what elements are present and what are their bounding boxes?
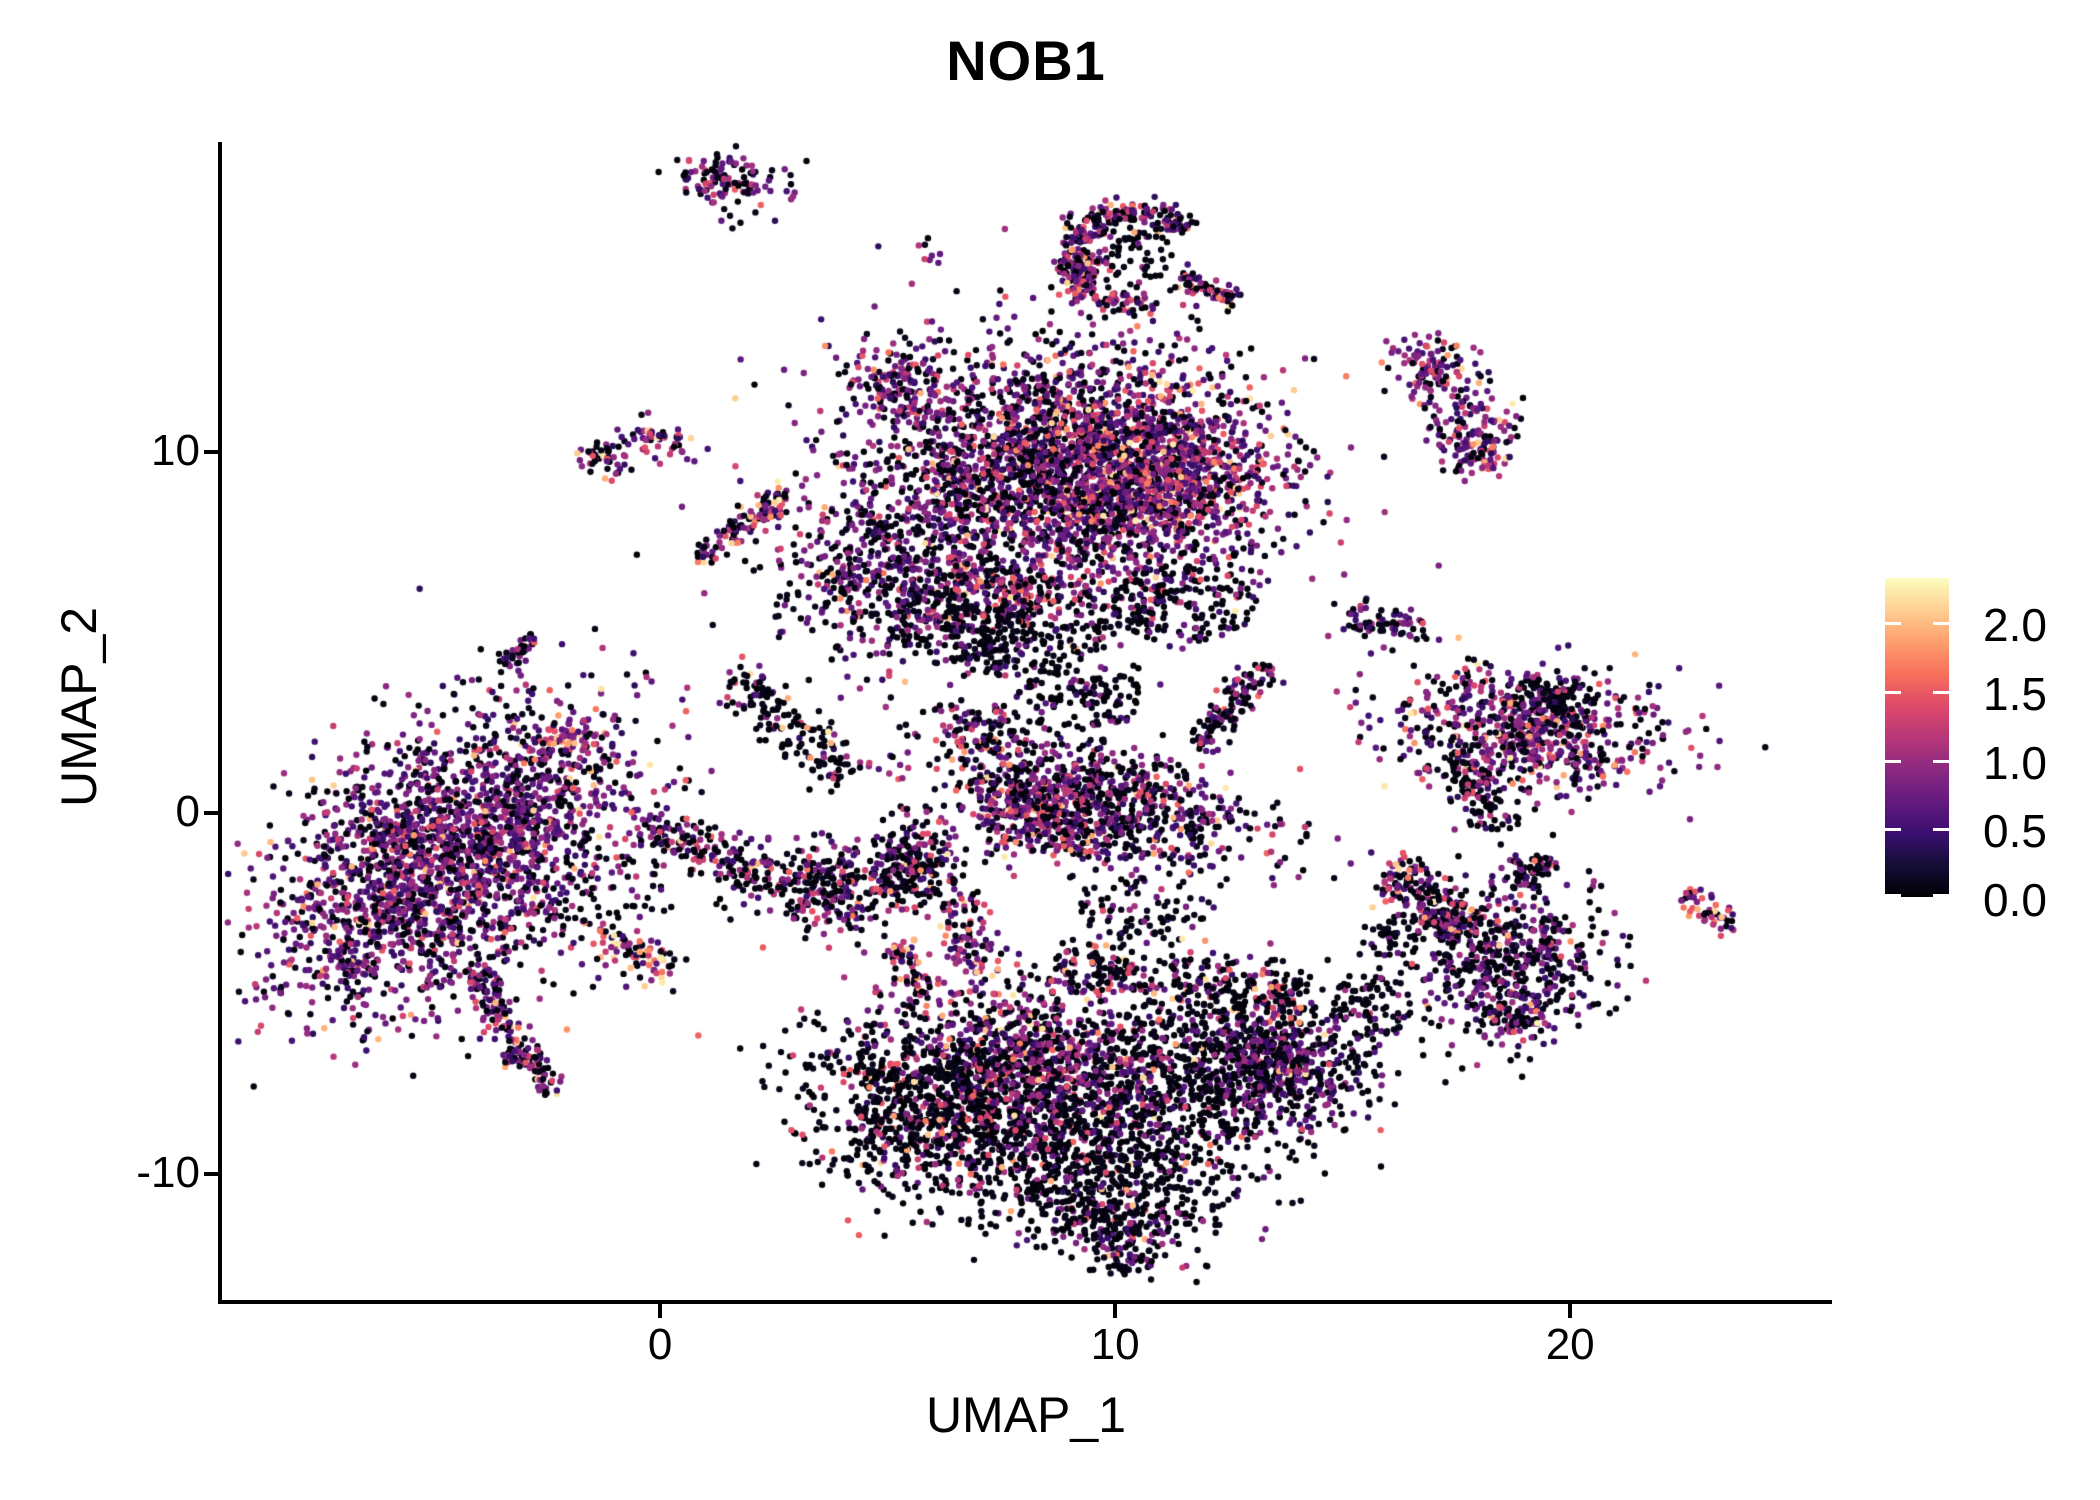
- legend-tick-label: 0.5: [1983, 805, 2047, 858]
- x-tick-mark: [1568, 1304, 1573, 1318]
- y-tick-label: 0: [175, 786, 200, 836]
- legend-colorbar: [1885, 578, 1949, 897]
- legend-tick-mark: [1885, 894, 1901, 897]
- y-tick-mark: [204, 450, 218, 455]
- legend-tick-mark: [1933, 894, 1949, 897]
- legend-tick-mark: [1885, 759, 1901, 763]
- x-tick-label: 10: [1090, 1320, 1140, 1369]
- legend-tick-mark: [1933, 828, 1949, 832]
- y-tick-label: 10: [151, 426, 200, 476]
- x-tick-label: 0: [647, 1320, 673, 1369]
- legend-tick-mark: [1933, 622, 1949, 625]
- y-tick-mark: [204, 810, 218, 815]
- y-tick-mark: [204, 1171, 218, 1176]
- legend-tick-label: 1.0: [1983, 736, 2047, 789]
- y-axis-label: UMAP_2: [51, 606, 107, 807]
- x-axis-label: UMAP_1: [925, 1387, 1127, 1443]
- y-tick-label: -10: [136, 1147, 200, 1197]
- legend-tick-label: 2.0: [1983, 599, 2047, 651]
- legend-tick-label: 1.5: [1983, 667, 2047, 720]
- legend-tick-mark: [1885, 828, 1901, 832]
- legend-tick-mark: [1885, 690, 1901, 694]
- legend-tick-mark: [1933, 759, 1949, 763]
- x-tick-mark: [658, 1304, 663, 1318]
- x-tick-mark: [1113, 1304, 1118, 1318]
- plot-title: NOB1: [946, 29, 1106, 92]
- x-axis-line: [218, 1300, 1832, 1304]
- legend-tick-label: 0.0: [1983, 874, 2047, 926]
- legend-tick-mark: [1885, 622, 1901, 625]
- legend-tick-mark: [1933, 690, 1949, 694]
- x-tick-label: 20: [1545, 1320, 1595, 1369]
- y-axis-line: [218, 142, 222, 1304]
